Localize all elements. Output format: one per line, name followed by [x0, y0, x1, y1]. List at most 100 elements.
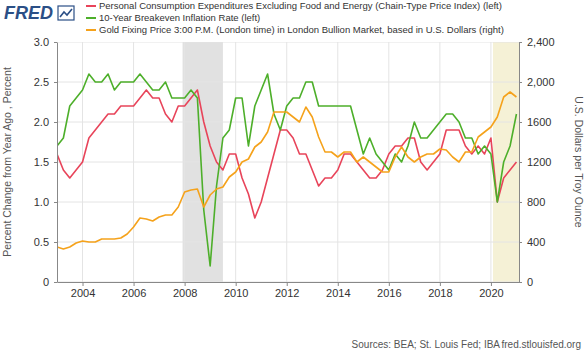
tick: 2012 — [275, 282, 299, 299]
legend-swatch — [86, 5, 96, 7]
tick: 0 — [43, 276, 57, 288]
tick-mark — [519, 82, 522, 83]
tick-label: 2014 — [326, 287, 350, 299]
tick-mark — [185, 282, 186, 286]
grid-line — [57, 42, 519, 43]
legend-swatch — [86, 29, 96, 31]
tick-mark — [519, 282, 522, 283]
y-axis: 0 0.5 1.0 1.5 2.0 2.5 3.0 — [34, 36, 58, 288]
tick: 2.5 — [34, 76, 57, 88]
tick: 2004 — [71, 282, 95, 299]
grid-line — [388, 42, 389, 282]
grid-line — [439, 42, 440, 282]
tick-mark — [440, 282, 441, 286]
tick-label: 1.5 — [34, 156, 49, 168]
tick-label: 1200 — [527, 156, 551, 168]
tick-label: 2020 — [479, 287, 503, 299]
tick-mark — [338, 282, 339, 286]
tick: 2,000 — [519, 76, 555, 88]
axis-line — [57, 43, 58, 283]
series-line — [57, 74, 516, 266]
tick-label: 1.0 — [34, 196, 49, 208]
axis-line — [58, 282, 520, 283]
y2-axis-title: U.S. Dollars per Troy Ounce — [573, 96, 585, 227]
grid-line — [57, 122, 519, 123]
tick: 2016 — [377, 282, 401, 299]
tick: 1.5 — [34, 156, 57, 168]
logo-icon — [58, 6, 74, 20]
tick: 2.0 — [34, 116, 57, 128]
tick: 2018 — [428, 282, 452, 299]
logo: FRED — [4, 3, 74, 23]
tick: 1200 — [519, 156, 551, 168]
series-line — [57, 90, 516, 218]
tick-label: 2.5 — [34, 76, 49, 88]
tick-label: 2018 — [428, 287, 452, 299]
tick-label: 2008 — [173, 287, 197, 299]
tick-label: 2016 — [377, 287, 401, 299]
y-axis-title: Percent Change from Year Ago , Percent — [1, 67, 13, 257]
tick-label: 1600 — [527, 116, 551, 128]
chart: 2004 2006 2008 2010 2012 2014 2016 2018 2020 0 0.5… — [0, 0, 585, 359]
logo-text: FRED — [4, 3, 53, 23]
grid-line — [286, 42, 287, 282]
tick: 800 — [519, 196, 545, 208]
tick: 2010 — [224, 282, 248, 299]
tick-mark — [54, 202, 57, 203]
series-line — [57, 92, 516, 249]
legend-label: Gold Fixing Price 3:00 P.M. (London time… — [99, 24, 504, 35]
y2-axis: 0 400 800 1200 1600 2,000 2,400 — [519, 36, 555, 288]
grid-line — [184, 42, 185, 282]
tick-mark — [519, 242, 522, 243]
plot-area — [57, 42, 519, 282]
tick-mark — [491, 282, 492, 286]
grid-line — [57, 202, 519, 203]
tick: 0 — [519, 276, 533, 288]
tick-mark — [54, 122, 57, 123]
tick-label: 2010 — [224, 287, 248, 299]
tick-label: 0 — [527, 276, 533, 288]
tick-mark — [519, 42, 522, 43]
logo-icon-line — [60, 9, 72, 17]
tick-label: 2,400 — [527, 36, 555, 48]
source: Sources: BEA; St. Louis Fed; IBA — [352, 339, 501, 350]
tick-label: 2012 — [275, 287, 299, 299]
legend-swatch — [86, 17, 96, 19]
tick: 2,400 — [519, 36, 555, 48]
tick: 400 — [519, 236, 545, 248]
tick-mark — [54, 42, 57, 43]
tick-mark — [287, 282, 288, 286]
tick-label: 400 — [527, 236, 545, 248]
tick-mark — [54, 242, 57, 243]
x-axis: 2004 2006 2008 2010 2012 2014 2016 2018 2020 — [58, 282, 520, 299]
tick-label: 2004 — [71, 287, 95, 299]
tick-label: 0 — [43, 276, 49, 288]
source-url: fred.stlouisfed.org — [502, 339, 582, 350]
tick-mark — [134, 282, 135, 286]
tick-mark — [389, 282, 390, 286]
tick-mark — [236, 282, 237, 286]
legend-label: 10-Year Breakeven Inflation Rate (left) — [99, 12, 260, 23]
grid — [57, 42, 519, 282]
tick-mark — [519, 162, 522, 163]
grid-line — [57, 282, 519, 283]
grid-line — [235, 42, 236, 282]
grid-line — [57, 162, 519, 163]
tick-label: 3.0 — [34, 36, 49, 48]
tick: 2014 — [326, 282, 350, 299]
tick-label: 2006 — [122, 287, 146, 299]
legend-label: Personal Consumption Expenditures Exclud… — [99, 0, 502, 11]
legend: Personal Consumption Expenditures Exclud… — [86, 0, 504, 35]
tick: 2020 — [479, 282, 503, 299]
grid-line — [337, 42, 338, 282]
tick: 1.0 — [34, 196, 57, 208]
tick: 2008 — [173, 282, 197, 299]
tick: 3.0 — [34, 36, 57, 48]
tick: 0.5 — [34, 236, 57, 248]
grid-line — [133, 42, 134, 282]
tick-mark — [54, 282, 57, 283]
tick-label: 2.0 — [34, 116, 49, 128]
tick-label: 800 — [527, 196, 545, 208]
tick: 1600 — [519, 116, 551, 128]
tick-label: 2,000 — [527, 76, 555, 88]
